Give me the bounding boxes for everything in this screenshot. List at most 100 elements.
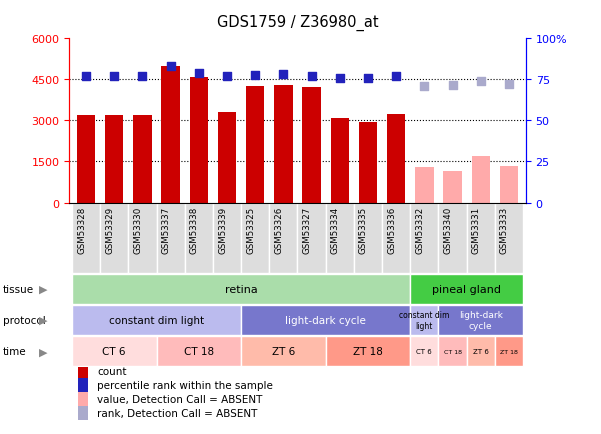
Text: GSM53336: GSM53336 [387,207,396,254]
Point [307,73,316,80]
FancyBboxPatch shape [213,203,241,273]
FancyBboxPatch shape [156,203,185,273]
Point [194,70,204,77]
Text: retina: retina [225,284,257,294]
FancyBboxPatch shape [410,274,523,304]
FancyBboxPatch shape [241,336,326,367]
Text: CT 18: CT 18 [444,349,462,354]
Point [476,78,486,85]
FancyBboxPatch shape [382,203,410,273]
Text: time: time [3,347,26,356]
Bar [78,378,88,392]
FancyBboxPatch shape [72,203,100,273]
Bar [218,113,236,203]
FancyBboxPatch shape [72,305,241,335]
Point [391,73,401,80]
Text: value, Detection Call = ABSENT: value, Detection Call = ABSENT [97,394,263,404]
Text: GSM53325: GSM53325 [246,207,255,254]
FancyBboxPatch shape [466,203,495,273]
Point [279,72,288,79]
FancyBboxPatch shape [129,203,156,273]
Text: light-dark
cycle: light-dark cycle [459,311,502,330]
Text: constant dim light: constant dim light [109,316,204,325]
FancyBboxPatch shape [439,305,523,335]
Text: GSM53339: GSM53339 [218,207,227,253]
FancyBboxPatch shape [156,336,241,367]
Text: tissue: tissue [3,284,34,294]
Point [363,76,373,83]
Bar [331,118,349,203]
FancyBboxPatch shape [439,336,466,367]
Text: GSM53330: GSM53330 [133,207,142,254]
Point [335,75,344,82]
Text: count: count [97,367,127,377]
FancyBboxPatch shape [72,274,410,304]
Bar [359,122,377,203]
FancyBboxPatch shape [410,336,439,367]
Text: GSM53327: GSM53327 [302,207,311,254]
Point [109,73,119,80]
Text: GSM53331: GSM53331 [472,207,481,254]
Point [504,82,514,89]
Text: ZT 6: ZT 6 [473,349,489,355]
Text: rank, Detection Call = ABSENT: rank, Detection Call = ABSENT [97,408,258,418]
Bar [387,114,405,203]
Bar [133,115,151,203]
Point [138,73,147,80]
Point [81,73,91,80]
Bar [105,115,123,203]
Text: constant dim
light: constant dim light [399,311,450,330]
FancyBboxPatch shape [185,203,213,273]
Text: ▶: ▶ [39,347,47,356]
Point [419,83,429,90]
FancyBboxPatch shape [326,203,354,273]
Text: pineal gland: pineal gland [432,284,501,294]
Text: GSM53335: GSM53335 [359,207,368,254]
FancyBboxPatch shape [439,203,466,273]
FancyBboxPatch shape [72,336,156,367]
Text: ZT 18: ZT 18 [353,347,383,356]
FancyBboxPatch shape [326,336,410,367]
Bar [415,168,433,203]
Text: GSM53326: GSM53326 [275,207,284,254]
Bar [78,407,88,420]
Text: CT 18: CT 18 [184,347,214,356]
Text: GSM53332: GSM53332 [415,207,424,254]
Text: GDS1759 / Z36980_at: GDS1759 / Z36980_at [217,15,378,31]
FancyBboxPatch shape [241,305,410,335]
Text: GSM53334: GSM53334 [331,207,340,254]
Text: protocol: protocol [3,316,46,325]
Bar [500,166,518,203]
Bar [78,392,88,406]
Bar [78,365,88,378]
Text: percentile rank within the sample: percentile rank within the sample [97,380,273,390]
Point [222,73,232,80]
FancyBboxPatch shape [495,336,523,367]
FancyBboxPatch shape [495,203,523,273]
Text: light-dark cycle: light-dark cycle [285,316,366,325]
Text: ZT 18: ZT 18 [500,349,518,354]
Point [448,82,457,89]
Text: GSM53337: GSM53337 [162,207,171,254]
FancyBboxPatch shape [466,336,495,367]
Bar [444,172,462,203]
FancyBboxPatch shape [410,305,439,335]
Bar [302,88,321,203]
FancyBboxPatch shape [100,203,129,273]
Bar [77,115,95,203]
FancyBboxPatch shape [354,203,382,273]
Text: GSM53333: GSM53333 [500,207,509,254]
FancyBboxPatch shape [297,203,326,273]
FancyBboxPatch shape [410,203,439,273]
FancyBboxPatch shape [269,203,297,273]
Point [251,72,260,79]
Text: ▶: ▶ [39,284,47,294]
Text: ZT 6: ZT 6 [272,347,295,356]
Bar [162,66,180,203]
Text: CT 6: CT 6 [416,349,432,355]
Bar [246,87,264,203]
FancyBboxPatch shape [241,203,269,273]
Text: GSM53338: GSM53338 [190,207,199,254]
Bar [274,85,293,203]
Text: GSM53340: GSM53340 [444,207,453,254]
